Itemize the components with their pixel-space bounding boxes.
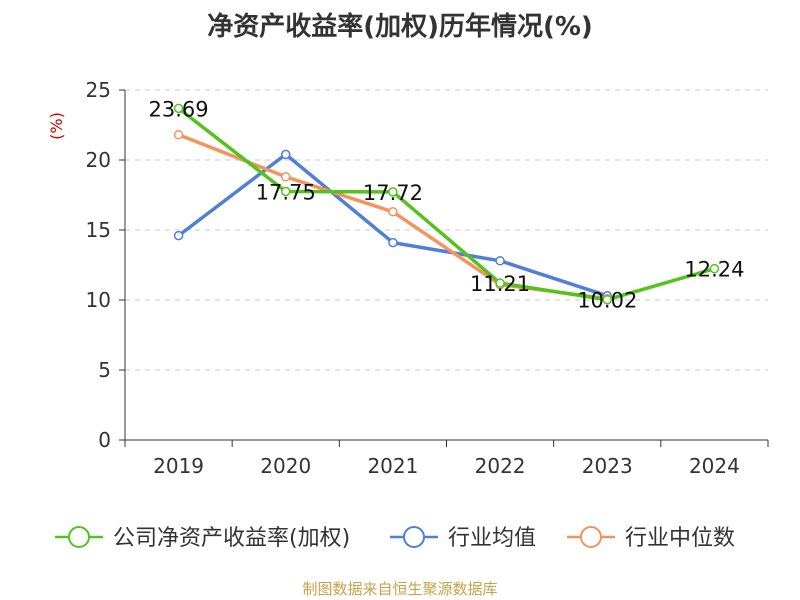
data-labels: 23.69 17.75 17.72 11.21 10.02 12.24 [149,97,745,312]
data-label: 12.24 [684,258,744,282]
data-point [388,187,398,197]
y-tick-label: 10 [86,288,111,312]
legend: 公司净资产收益率(加权) 行业均值 行业中位数 [55,526,735,551]
y-tick-label: 15 [86,218,111,242]
data-point [173,130,184,140]
data-point [709,263,720,274]
data-label: 23.69 [149,97,209,121]
legend-label: 行业中位数 [625,526,735,551]
data-point [281,172,291,182]
legend-item[interactable]: 公司净资产收益率(加权) [55,526,350,551]
axes: 0 5 10 15 20 25 2019 2020 2021 2022 2023 2024 (%) [47,78,769,478]
data-point [281,149,291,160]
data-point [173,103,184,114]
legend-marker [68,526,90,548]
series-line [177,152,608,298]
legend-marker [403,526,425,548]
data-point [495,278,505,288]
data-label: 11.21 [470,272,530,296]
x-tick-label: 2023 [582,454,633,478]
chart-title: 净资产收益率(加权)历年情况(%) [207,12,593,42]
y-tick-label: 0 [98,428,111,452]
x-tick-label: 2019 [153,454,204,478]
series-group [173,103,720,305]
legend-label: 行业均值 [448,526,536,551]
data-point [495,256,505,266]
x-tick-label: 2021 [367,454,418,478]
y-tick-label: 25 [86,78,111,102]
data-point [388,207,398,217]
data-label: 10.02 [577,289,637,313]
x-tick-label: 2024 [689,454,740,478]
x-tick-label: 2020 [260,454,311,478]
legend-label: 公司净资产收益率(加权) [113,526,350,551]
source-note: 制图数据来自恒生聚源数据库 [302,580,498,598]
data-point [388,237,398,248]
data-point [173,230,184,241]
y-axis-unit: (%) [47,112,66,140]
data-label: 17.75 [256,181,316,205]
x-tick-label: 2022 [475,454,526,478]
legend-item[interactable]: 行业均值 [390,526,536,551]
legend-marker [580,526,602,548]
data-point [602,294,612,305]
data-label: 17.72 [363,181,423,205]
y-tick-label: 5 [98,358,111,382]
y-tick-label: 20 [86,148,111,172]
series-line [177,106,715,302]
grid-lines [125,89,768,371]
data-point [281,186,291,197]
legend-item[interactable]: 行业中位数 [567,526,735,551]
